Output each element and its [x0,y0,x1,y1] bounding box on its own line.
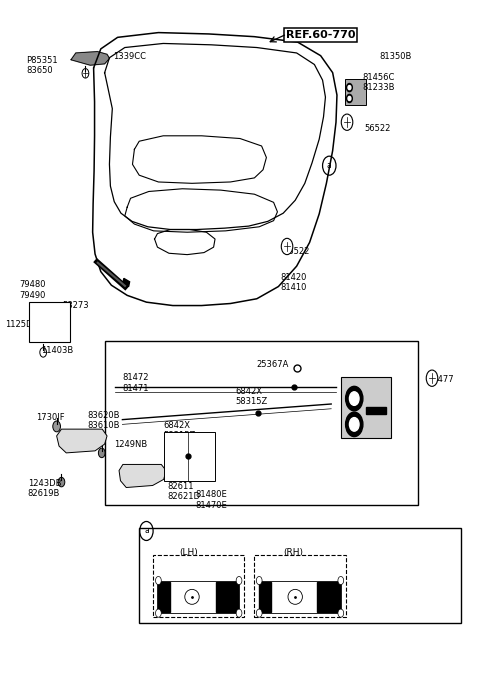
Polygon shape [57,429,107,453]
Circle shape [256,609,262,617]
Circle shape [36,327,39,331]
Text: 6842X
58315Z: 6842X 58315Z [235,387,267,407]
Circle shape [346,412,363,437]
Circle shape [347,84,352,92]
Ellipse shape [288,589,302,604]
Polygon shape [259,581,341,613]
Circle shape [347,94,352,103]
Ellipse shape [185,589,199,604]
Circle shape [156,609,161,617]
Circle shape [34,325,41,334]
Text: 81477: 81477 [427,375,454,384]
Text: a: a [144,526,149,536]
Circle shape [236,576,242,585]
Text: 1249NB: 1249NB [114,440,147,449]
Text: 56522: 56522 [283,247,310,256]
Text: 81420
81410: 81420 81410 [281,273,307,293]
Text: 1125DE: 1125DE [5,320,37,329]
Text: 1339CC: 1339CC [113,52,146,60]
Polygon shape [259,582,271,612]
Polygon shape [317,582,340,612]
Circle shape [349,418,359,431]
Circle shape [256,576,262,585]
Polygon shape [366,407,386,414]
Text: 56522: 56522 [365,124,391,132]
Circle shape [156,576,161,585]
Circle shape [40,348,47,357]
Text: 1243DB
82619B: 1243DB 82619B [28,479,61,498]
Text: REF.60-770: REF.60-770 [286,30,355,40]
Text: 6842X
58315Z: 6842X 58315Z [163,421,195,441]
Bar [341,377,391,438]
Circle shape [53,421,60,432]
Polygon shape [158,582,170,612]
Text: 81456C
81233B: 81456C 81233B [362,73,395,92]
Polygon shape [157,581,239,613]
Circle shape [341,114,353,130]
Text: a: a [327,161,332,170]
Text: 81429: 81429 [290,558,319,567]
Text: P85351
83650: P85351 83650 [26,56,58,75]
Circle shape [58,477,65,487]
Circle shape [48,327,50,331]
Polygon shape [119,464,166,488]
Text: 95780B
95770B: 95780B 95770B [346,421,378,441]
Text: 79480
79490: 79480 79490 [19,280,46,300]
Polygon shape [216,582,238,612]
Circle shape [60,327,62,331]
Bar [105,341,418,505]
Circle shape [98,448,105,458]
Circle shape [58,325,64,334]
Text: (LH): (LH) [179,548,198,557]
Circle shape [236,609,242,617]
Text: 6842X
58315Z: 6842X 58315Z [163,462,195,481]
Circle shape [338,576,344,585]
Text: (RH): (RH) [283,548,303,557]
Text: 81350B: 81350B [379,52,411,60]
Text: 82611
82621D: 82611 82621D [167,482,200,502]
Circle shape [426,370,438,386]
Text: 25367A: 25367A [257,360,289,369]
Text: 83620B
83610B: 83620B 83610B [88,411,120,430]
Bar [345,79,366,105]
Bar [153,555,244,617]
Polygon shape [71,52,109,65]
Bar [254,555,346,617]
Text: 1730JF: 1730JF [36,413,65,422]
Circle shape [348,86,351,90]
Polygon shape [123,278,130,287]
Text: 58273: 58273 [62,301,89,310]
Circle shape [82,69,89,78]
Bar [164,432,215,481]
Bar [29,302,70,342]
Bar [139,528,461,623]
Text: 81472
81471: 81472 81471 [122,373,149,393]
Circle shape [349,392,359,405]
Circle shape [346,386,363,411]
Circle shape [46,325,52,334]
Circle shape [281,238,293,255]
Circle shape [338,609,344,617]
Circle shape [348,96,351,100]
Text: 81480E
81470E: 81480E 81470E [196,490,228,510]
Text: 81419B: 81419B [179,558,214,567]
Text: 11403B: 11403B [41,346,73,355]
